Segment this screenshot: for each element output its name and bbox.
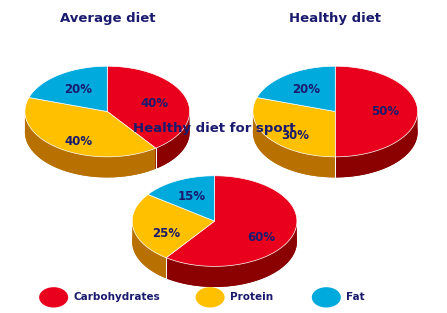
Text: 60%: 60% bbox=[248, 231, 276, 244]
Text: Protein: Protein bbox=[230, 292, 273, 302]
Text: Fat: Fat bbox=[346, 292, 365, 302]
Polygon shape bbox=[148, 176, 215, 221]
Polygon shape bbox=[166, 176, 297, 266]
Polygon shape bbox=[166, 222, 297, 287]
Polygon shape bbox=[253, 98, 335, 157]
Polygon shape bbox=[132, 215, 215, 278]
Text: 30%: 30% bbox=[281, 129, 309, 142]
Polygon shape bbox=[335, 112, 417, 177]
Text: 40%: 40% bbox=[64, 135, 92, 148]
Polygon shape bbox=[257, 87, 335, 132]
Ellipse shape bbox=[39, 287, 68, 307]
Text: 20%: 20% bbox=[292, 83, 320, 96]
Text: 50%: 50% bbox=[371, 105, 399, 118]
Ellipse shape bbox=[195, 287, 224, 307]
Polygon shape bbox=[29, 66, 107, 111]
Polygon shape bbox=[335, 87, 417, 177]
Polygon shape bbox=[107, 66, 190, 148]
Polygon shape bbox=[25, 118, 156, 177]
Text: 25%: 25% bbox=[152, 227, 180, 240]
Text: 20%: 20% bbox=[64, 83, 92, 96]
Text: 40%: 40% bbox=[140, 97, 169, 110]
Ellipse shape bbox=[312, 287, 341, 307]
Polygon shape bbox=[335, 66, 417, 157]
Polygon shape bbox=[253, 118, 335, 177]
Polygon shape bbox=[148, 196, 215, 242]
Text: Carbohydrates: Carbohydrates bbox=[74, 292, 160, 302]
Polygon shape bbox=[156, 112, 190, 169]
Polygon shape bbox=[29, 87, 107, 132]
Title: Average diet: Average diet bbox=[59, 12, 155, 25]
Title: Healthy diet for sport: Healthy diet for sport bbox=[133, 121, 296, 135]
Polygon shape bbox=[107, 87, 190, 169]
Polygon shape bbox=[132, 194, 215, 258]
Title: Healthy diet: Healthy diet bbox=[289, 12, 381, 25]
Polygon shape bbox=[257, 66, 335, 111]
Polygon shape bbox=[25, 98, 156, 157]
Polygon shape bbox=[25, 112, 156, 177]
Polygon shape bbox=[166, 196, 297, 287]
Polygon shape bbox=[253, 112, 335, 177]
Text: 15%: 15% bbox=[178, 190, 206, 203]
Polygon shape bbox=[132, 221, 166, 278]
